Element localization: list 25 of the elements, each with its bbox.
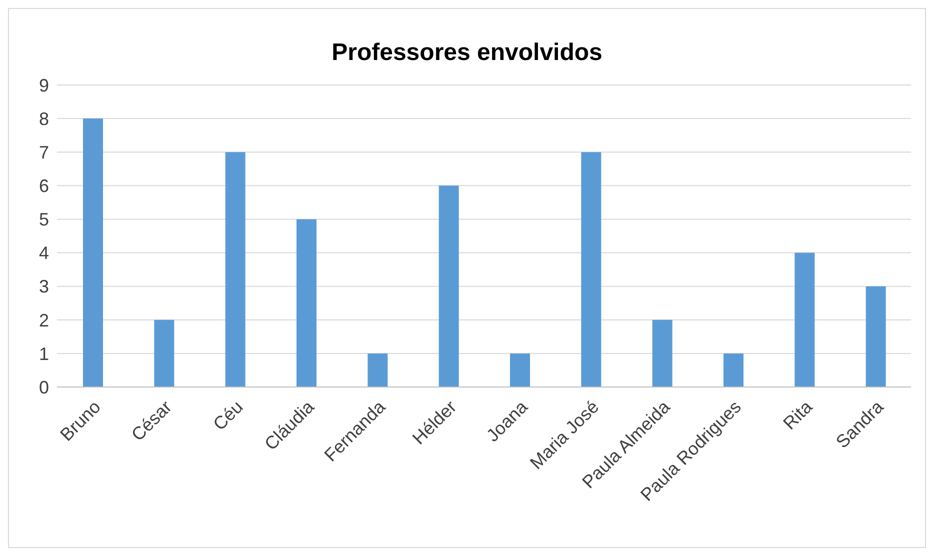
y-tick-label: 9 [38,75,49,96]
y-tick-label: 1 [38,344,49,364]
bar [724,353,744,387]
y-tick-label: 4 [38,243,49,264]
y-tick-label: 2 [38,310,49,330]
bar [225,152,246,387]
chart-title: Professores envolvidos [330,39,604,67]
bar [510,353,530,387]
bar [652,320,672,387]
y-tick-label: 7 [38,142,49,162]
bar [794,252,815,387]
bar [438,186,459,387]
bar [83,118,103,387]
y-tick-label: 3 [38,276,49,297]
y-tick-label: 5 [38,210,49,230]
bar [581,152,602,387]
y-tick-label: 8 [38,108,49,129]
bar [368,353,388,387]
x-tick-label: Céu [209,396,247,434]
bar [866,286,886,387]
y-tick-label: 0 [38,377,49,398]
bar [154,320,174,387]
y-tick-label: 6 [38,176,49,196]
bar [296,219,316,387]
x-tick-label: Rita [779,396,817,434]
